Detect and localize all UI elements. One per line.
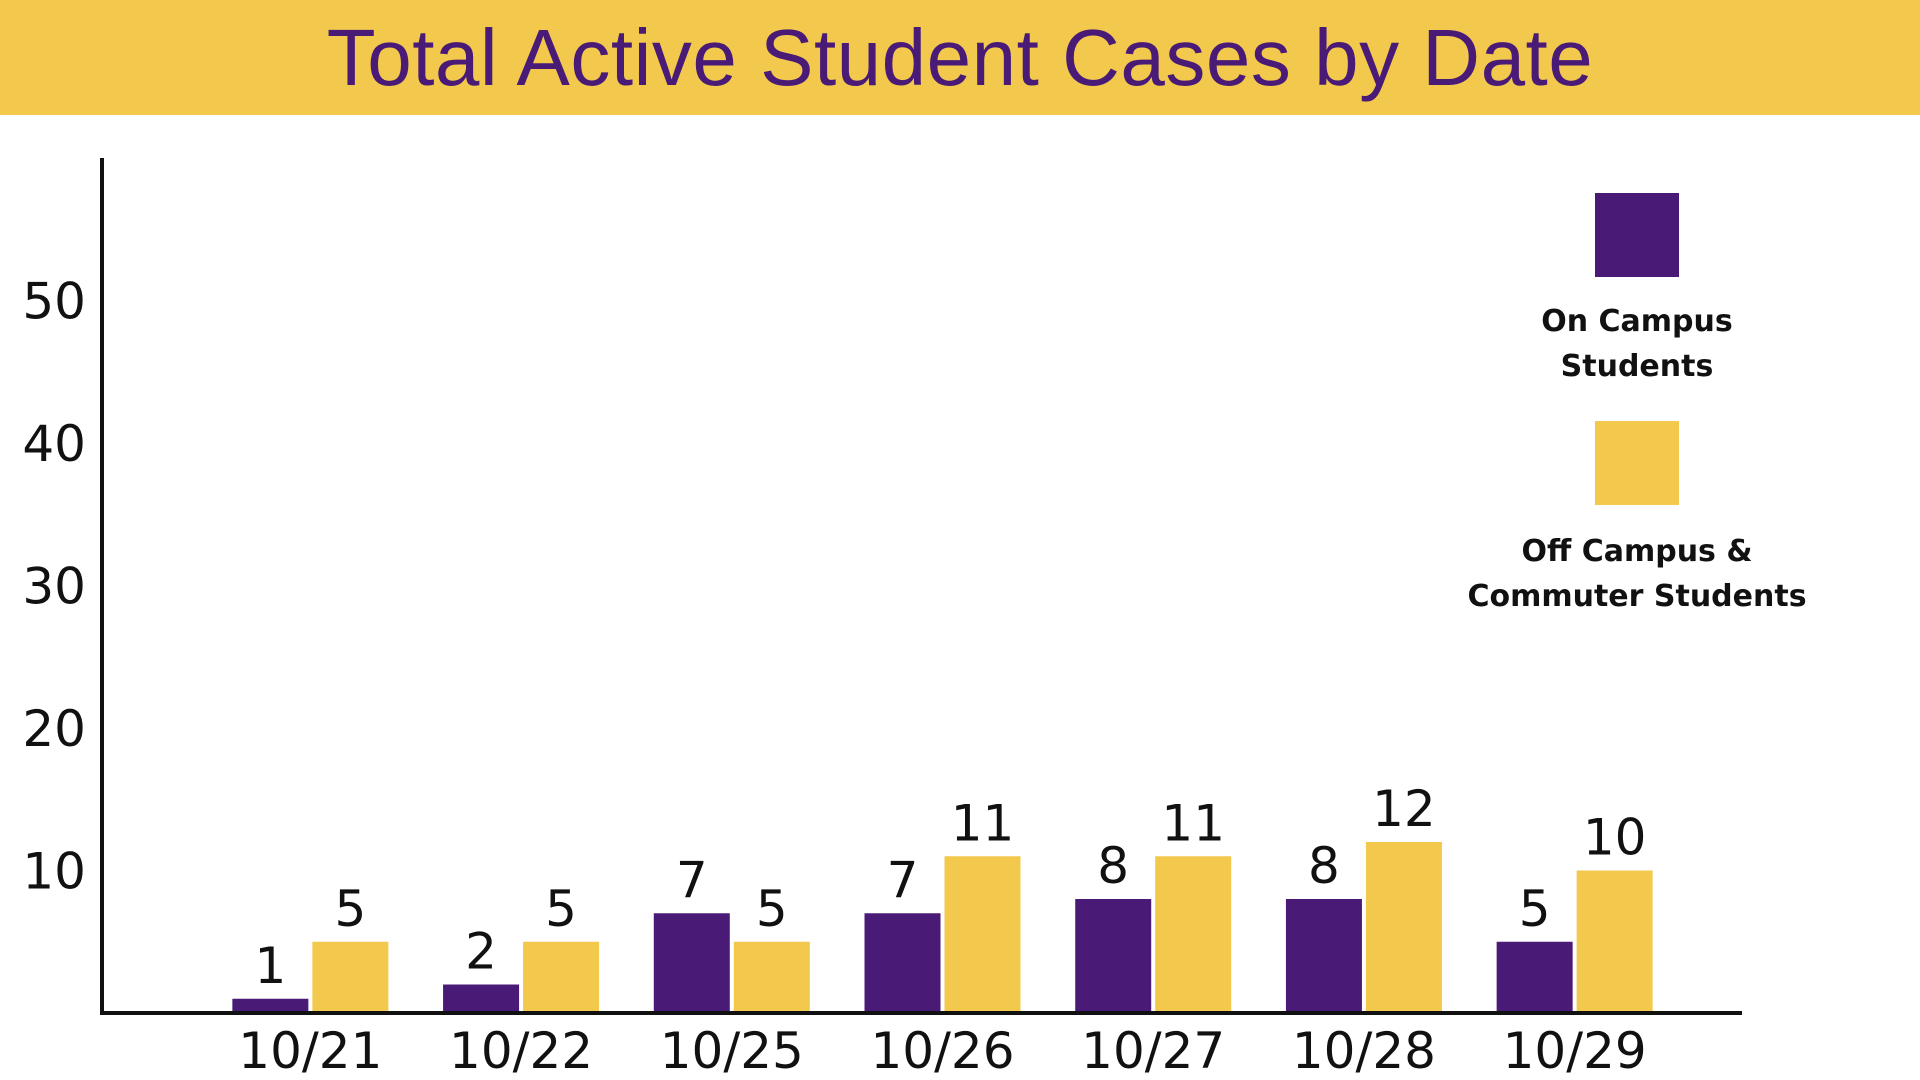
data-label-on-campus: 8: [1097, 837, 1129, 895]
y-tick-labels: 10 20 30 40 50: [22, 273, 86, 901]
bar-off-campus: [1155, 856, 1232, 1011]
bar-on-campus: [443, 984, 520, 1011]
legend: On Campus Students Off Campus & Commuter St…: [1467, 193, 1807, 614]
bar-on-campus: [1075, 899, 1152, 1011]
data-label-on-campus: 1: [254, 937, 286, 995]
bar-off-campus: [1365, 842, 1442, 1011]
data-label-on-campus: 7: [676, 851, 708, 909]
data-label-off-campus: 12: [1372, 780, 1436, 838]
x-tick-labels: 10/21 10/22 10/25 10/26 10/27 10/28 10/29: [238, 1022, 1646, 1080]
x-tick-label: 10/21: [238, 1022, 382, 1080]
x-tick-label: 10/26: [870, 1022, 1014, 1080]
y-tick-label: 50: [22, 273, 86, 331]
bar-off-campus: [733, 941, 810, 1011]
legend-label-on-campus: On Campus: [1541, 304, 1733, 339]
data-label-on-campus: 7: [887, 851, 919, 909]
x-tick-label: 10/25: [660, 1022, 804, 1080]
bar-off-campus: [312, 941, 389, 1011]
bar-on-campus: [1285, 899, 1362, 1011]
bar-off-campus: [944, 856, 1021, 1011]
x-tick-label: 10/29: [1503, 1022, 1647, 1080]
title-banner: Total Active Student Cases by Date: [0, 0, 1920, 115]
bar-on-campus: [232, 998, 309, 1011]
data-label-off-campus: 5: [545, 880, 577, 938]
data-label-on-campus: 2: [465, 923, 497, 981]
data-label-off-campus: 5: [756, 880, 788, 938]
bar-on-campus: [653, 913, 730, 1011]
data-label-off-campus: 11: [951, 794, 1015, 852]
legend-label-off-campus: Off Campus &: [1521, 534, 1752, 569]
legend-swatch-on-campus: [1595, 193, 1679, 277]
y-tick-label: 10: [22, 843, 86, 901]
data-label-off-campus: 5: [334, 880, 366, 938]
legend-swatch-off-campus: [1595, 421, 1679, 505]
data-label-off-campus: 10: [1583, 809, 1647, 867]
x-tick-label: 10/22: [449, 1022, 593, 1080]
x-tick-label: 10/28: [1292, 1022, 1436, 1080]
data-label-on-campus: 5: [1519, 880, 1551, 938]
chart-title: Total Active Student Cases by Date: [326, 12, 1594, 102]
bar-off-campus: [523, 941, 600, 1011]
data-label-off-campus: 11: [1161, 794, 1225, 852]
bar-on-campus: [1496, 941, 1573, 1011]
bar-off-campus: [1576, 870, 1653, 1011]
legend-label-on-campus: Students: [1561, 349, 1714, 384]
x-tick-label: 10/27: [1081, 1022, 1225, 1080]
bars: [232, 842, 1653, 1011]
legend-label-off-campus: Commuter Students: [1467, 579, 1806, 614]
data-label-on-campus: 8: [1308, 837, 1340, 895]
y-tick-label: 40: [22, 415, 86, 473]
y-tick-label: 30: [22, 558, 86, 616]
y-tick-label: 20: [22, 700, 86, 758]
bar-on-campus: [864, 913, 941, 1011]
